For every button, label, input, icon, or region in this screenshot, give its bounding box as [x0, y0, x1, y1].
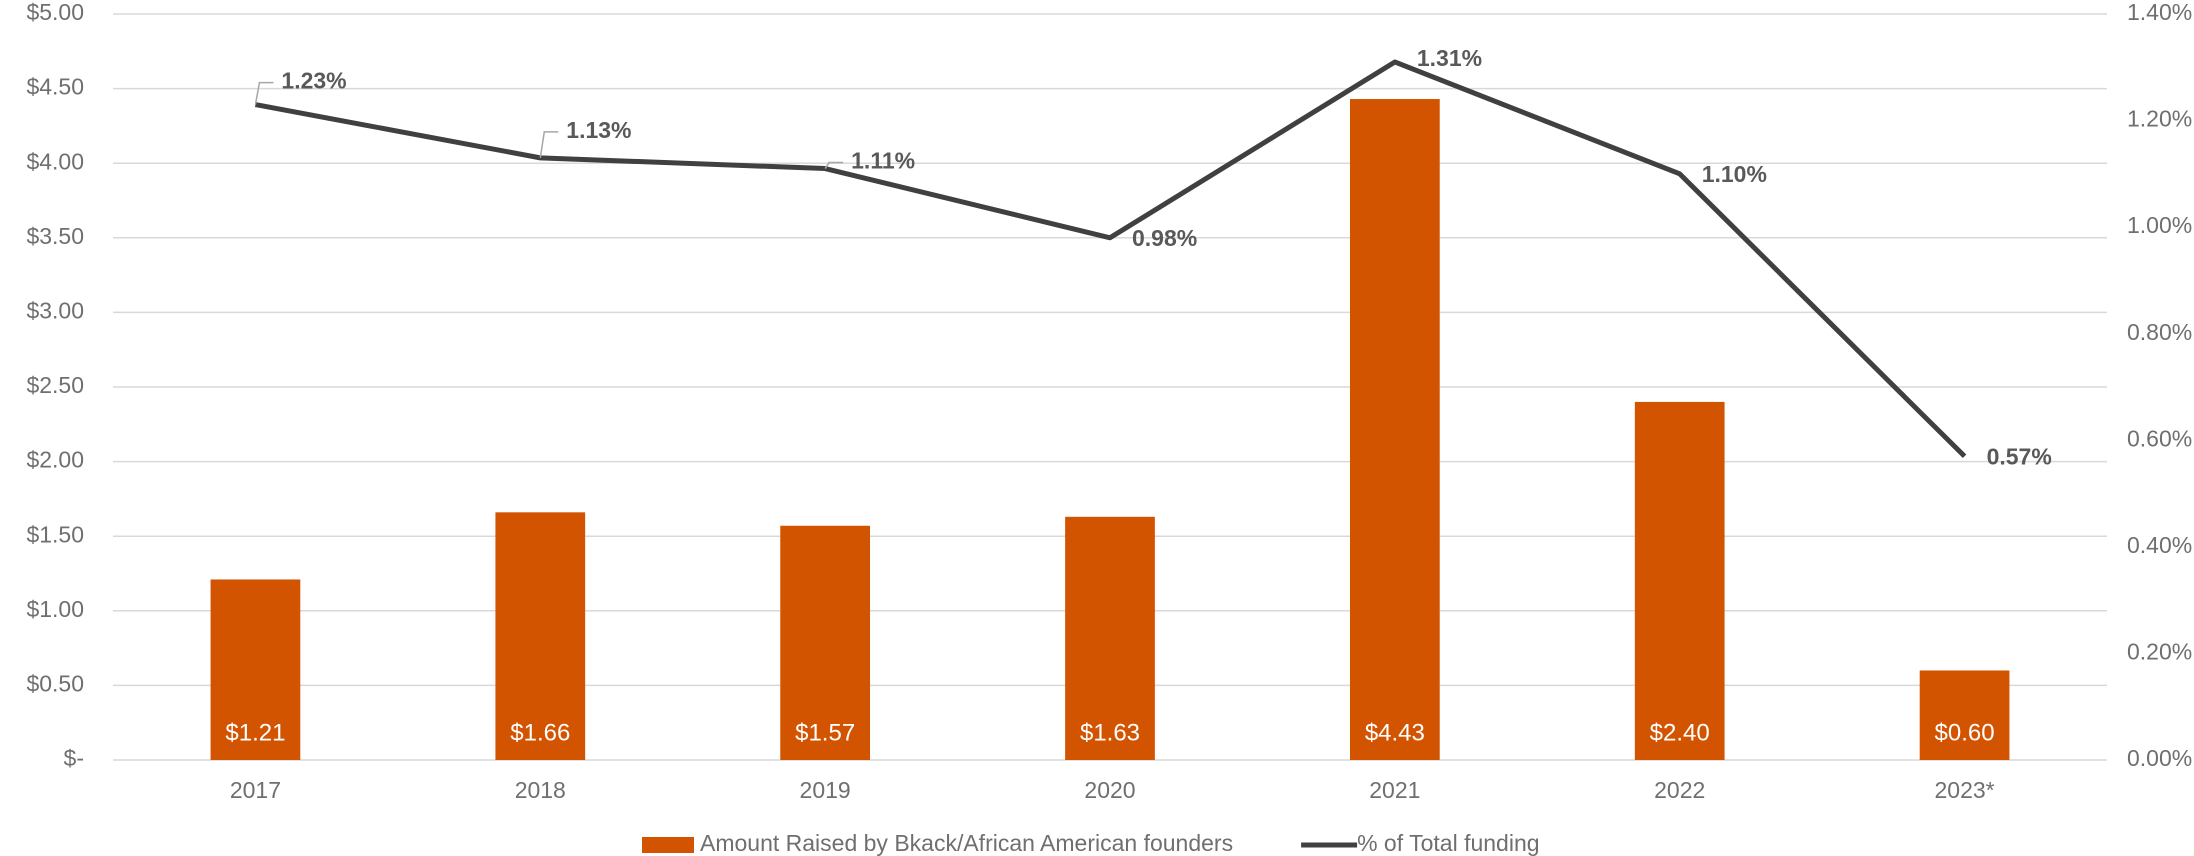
- y2-tick-label: 0.20%: [2127, 639, 2192, 665]
- y-tick-label: $-: [64, 745, 84, 771]
- x-tick-label: 2019: [800, 777, 851, 803]
- line-value-label: 1.11%: [851, 148, 915, 174]
- y-tick-label: $5.00: [26, 0, 84, 25]
- leader-line: [539, 131, 559, 158]
- bar-value-label: $1.21: [225, 719, 285, 746]
- line-value-label: 1.23%: [281, 68, 346, 94]
- line-value-label: 0.57%: [1987, 443, 2052, 469]
- leader-line: [824, 161, 844, 169]
- bar-value-label: $1.57: [795, 719, 855, 746]
- y-tick-label: $3.50: [26, 223, 84, 249]
- bar-value-label: $4.43: [1365, 719, 1425, 746]
- bar: [495, 512, 586, 760]
- y-tick-label: $3.00: [26, 297, 84, 323]
- y-tick-label: $0.50: [26, 670, 84, 696]
- y2-tick-label: 1.20%: [2127, 106, 2192, 132]
- y2-tick-label: 0.60%: [2127, 425, 2192, 451]
- leader-line: [254, 81, 274, 105]
- legend-label: % of Total funding: [1357, 830, 1539, 856]
- x-tick-label: 2018: [515, 777, 566, 803]
- line-value-label: 1.13%: [566, 117, 631, 143]
- line-value-label: 1.10%: [1702, 161, 1767, 187]
- x-tick-label: 2017: [230, 777, 281, 803]
- bar-value-label: $1.66: [510, 719, 570, 746]
- line-value-label: 1.31%: [1417, 45, 1482, 71]
- y2-tick-label: 1.40%: [2127, 0, 2192, 25]
- bar: [210, 579, 301, 760]
- legend-label: Amount Raised by Bkack/African American …: [700, 830, 1233, 856]
- x-tick-label: 2021: [1369, 777, 1420, 803]
- bar: [1919, 670, 2010, 760]
- line-value-label: 0.98%: [1132, 225, 1197, 251]
- y2-tick-label: 0.40%: [2127, 532, 2192, 558]
- bar: [780, 525, 871, 760]
- y-tick-label: $2.00: [26, 447, 84, 473]
- y2-tick-label: 1.00%: [2127, 212, 2192, 238]
- y2-tick-label: 0.80%: [2127, 319, 2192, 345]
- bar-value-label: $0.60: [1935, 719, 1995, 746]
- bar: [1065, 516, 1155, 760]
- y-tick-label: $2.50: [26, 372, 84, 398]
- x-tick-label: 2020: [1084, 777, 1135, 803]
- legend-swatch: [642, 837, 694, 853]
- y-tick-label: $4.00: [26, 148, 84, 174]
- bar-value-label: $2.40: [1650, 719, 1710, 746]
- bar-value-label: $1.63: [1080, 719, 1140, 746]
- y-tick-label: $4.50: [26, 74, 84, 100]
- x-tick-label: 2023*: [1935, 777, 1995, 803]
- line: [254, 59, 1967, 459]
- bar: [1634, 401, 1725, 760]
- y-tick-label: $1.50: [26, 521, 84, 547]
- bar: [1349, 99, 1440, 760]
- x-tick-label: 2022: [1654, 777, 1705, 803]
- y2-tick-label: 0.00%: [2127, 745, 2192, 771]
- y-tick-label: $1.00: [26, 596, 84, 622]
